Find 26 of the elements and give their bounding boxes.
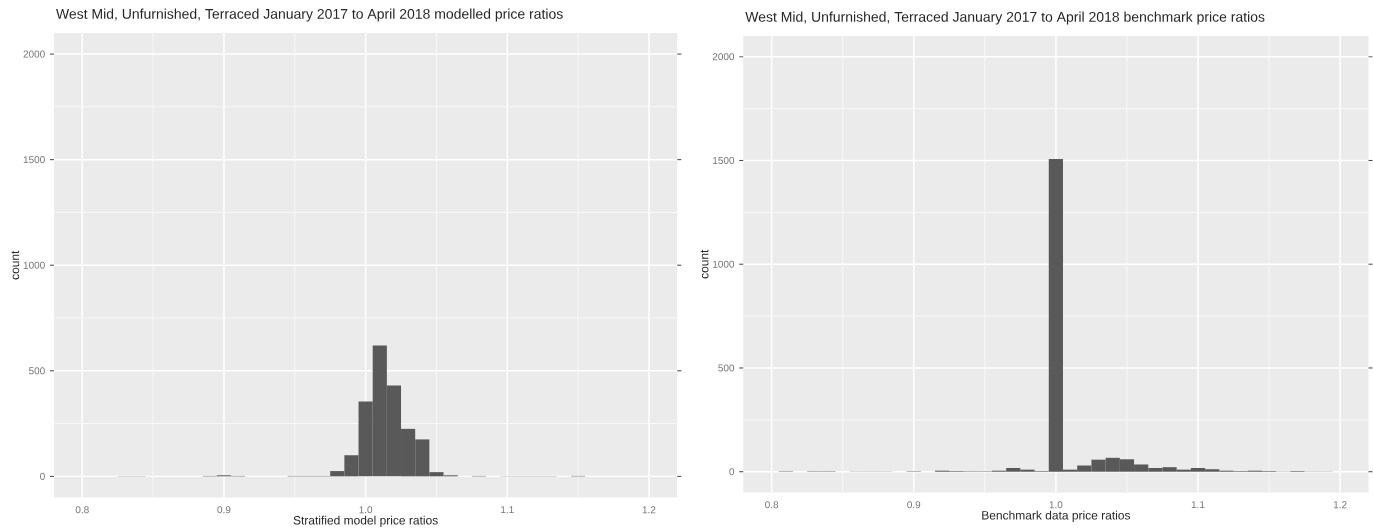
x-tick-label: 1.1 (1191, 501, 1205, 508)
x-tick-label: 0.8 (765, 501, 779, 509)
x-tick-label: 0.8 (75, 506, 89, 514)
x-tick-label: 0.9 (217, 506, 231, 514)
y-axis-title: count (11, 250, 20, 280)
y-tick-label: 1000 (23, 261, 45, 269)
x-tick-label: 1.2 (642, 506, 656, 513)
y-tick-label: 2000 (712, 53, 735, 61)
y-tick-label: 0 (729, 468, 735, 476)
y-tick-label: 0 (40, 472, 45, 480)
x-tick-label: 1.0 (1049, 501, 1063, 509)
x-tick-label: 1.1 (501, 506, 514, 513)
x-tick-label: 1.0 (359, 506, 373, 514)
chart-title: West Mid, Unfurnished, Terraced January 2017 to April 2018 modelled price ratios (56, 8, 563, 22)
y-tick-label: 1500 (23, 155, 45, 164)
x-tick-label: 0.9 (907, 501, 921, 509)
y-tick-label: 1000 (713, 260, 735, 268)
y-tick-label: 2000 (23, 50, 45, 58)
x-axis-title: Benchmark data price ratios (982, 510, 1131, 522)
chart-title: West Mid, Unfurnished, Terraced January 2017 to April 2018 benchmark price ratios (745, 11, 1265, 25)
y-axis-title: count (700, 249, 709, 279)
y-tick-label: 1500 (713, 156, 735, 164)
x-tick-label: 1.2 (1333, 501, 1347, 508)
x-axis-title: Stratified model price ratios (293, 515, 438, 527)
y-tick-label: 500 (718, 364, 735, 372)
y-tick-label: 500 (28, 367, 45, 375)
